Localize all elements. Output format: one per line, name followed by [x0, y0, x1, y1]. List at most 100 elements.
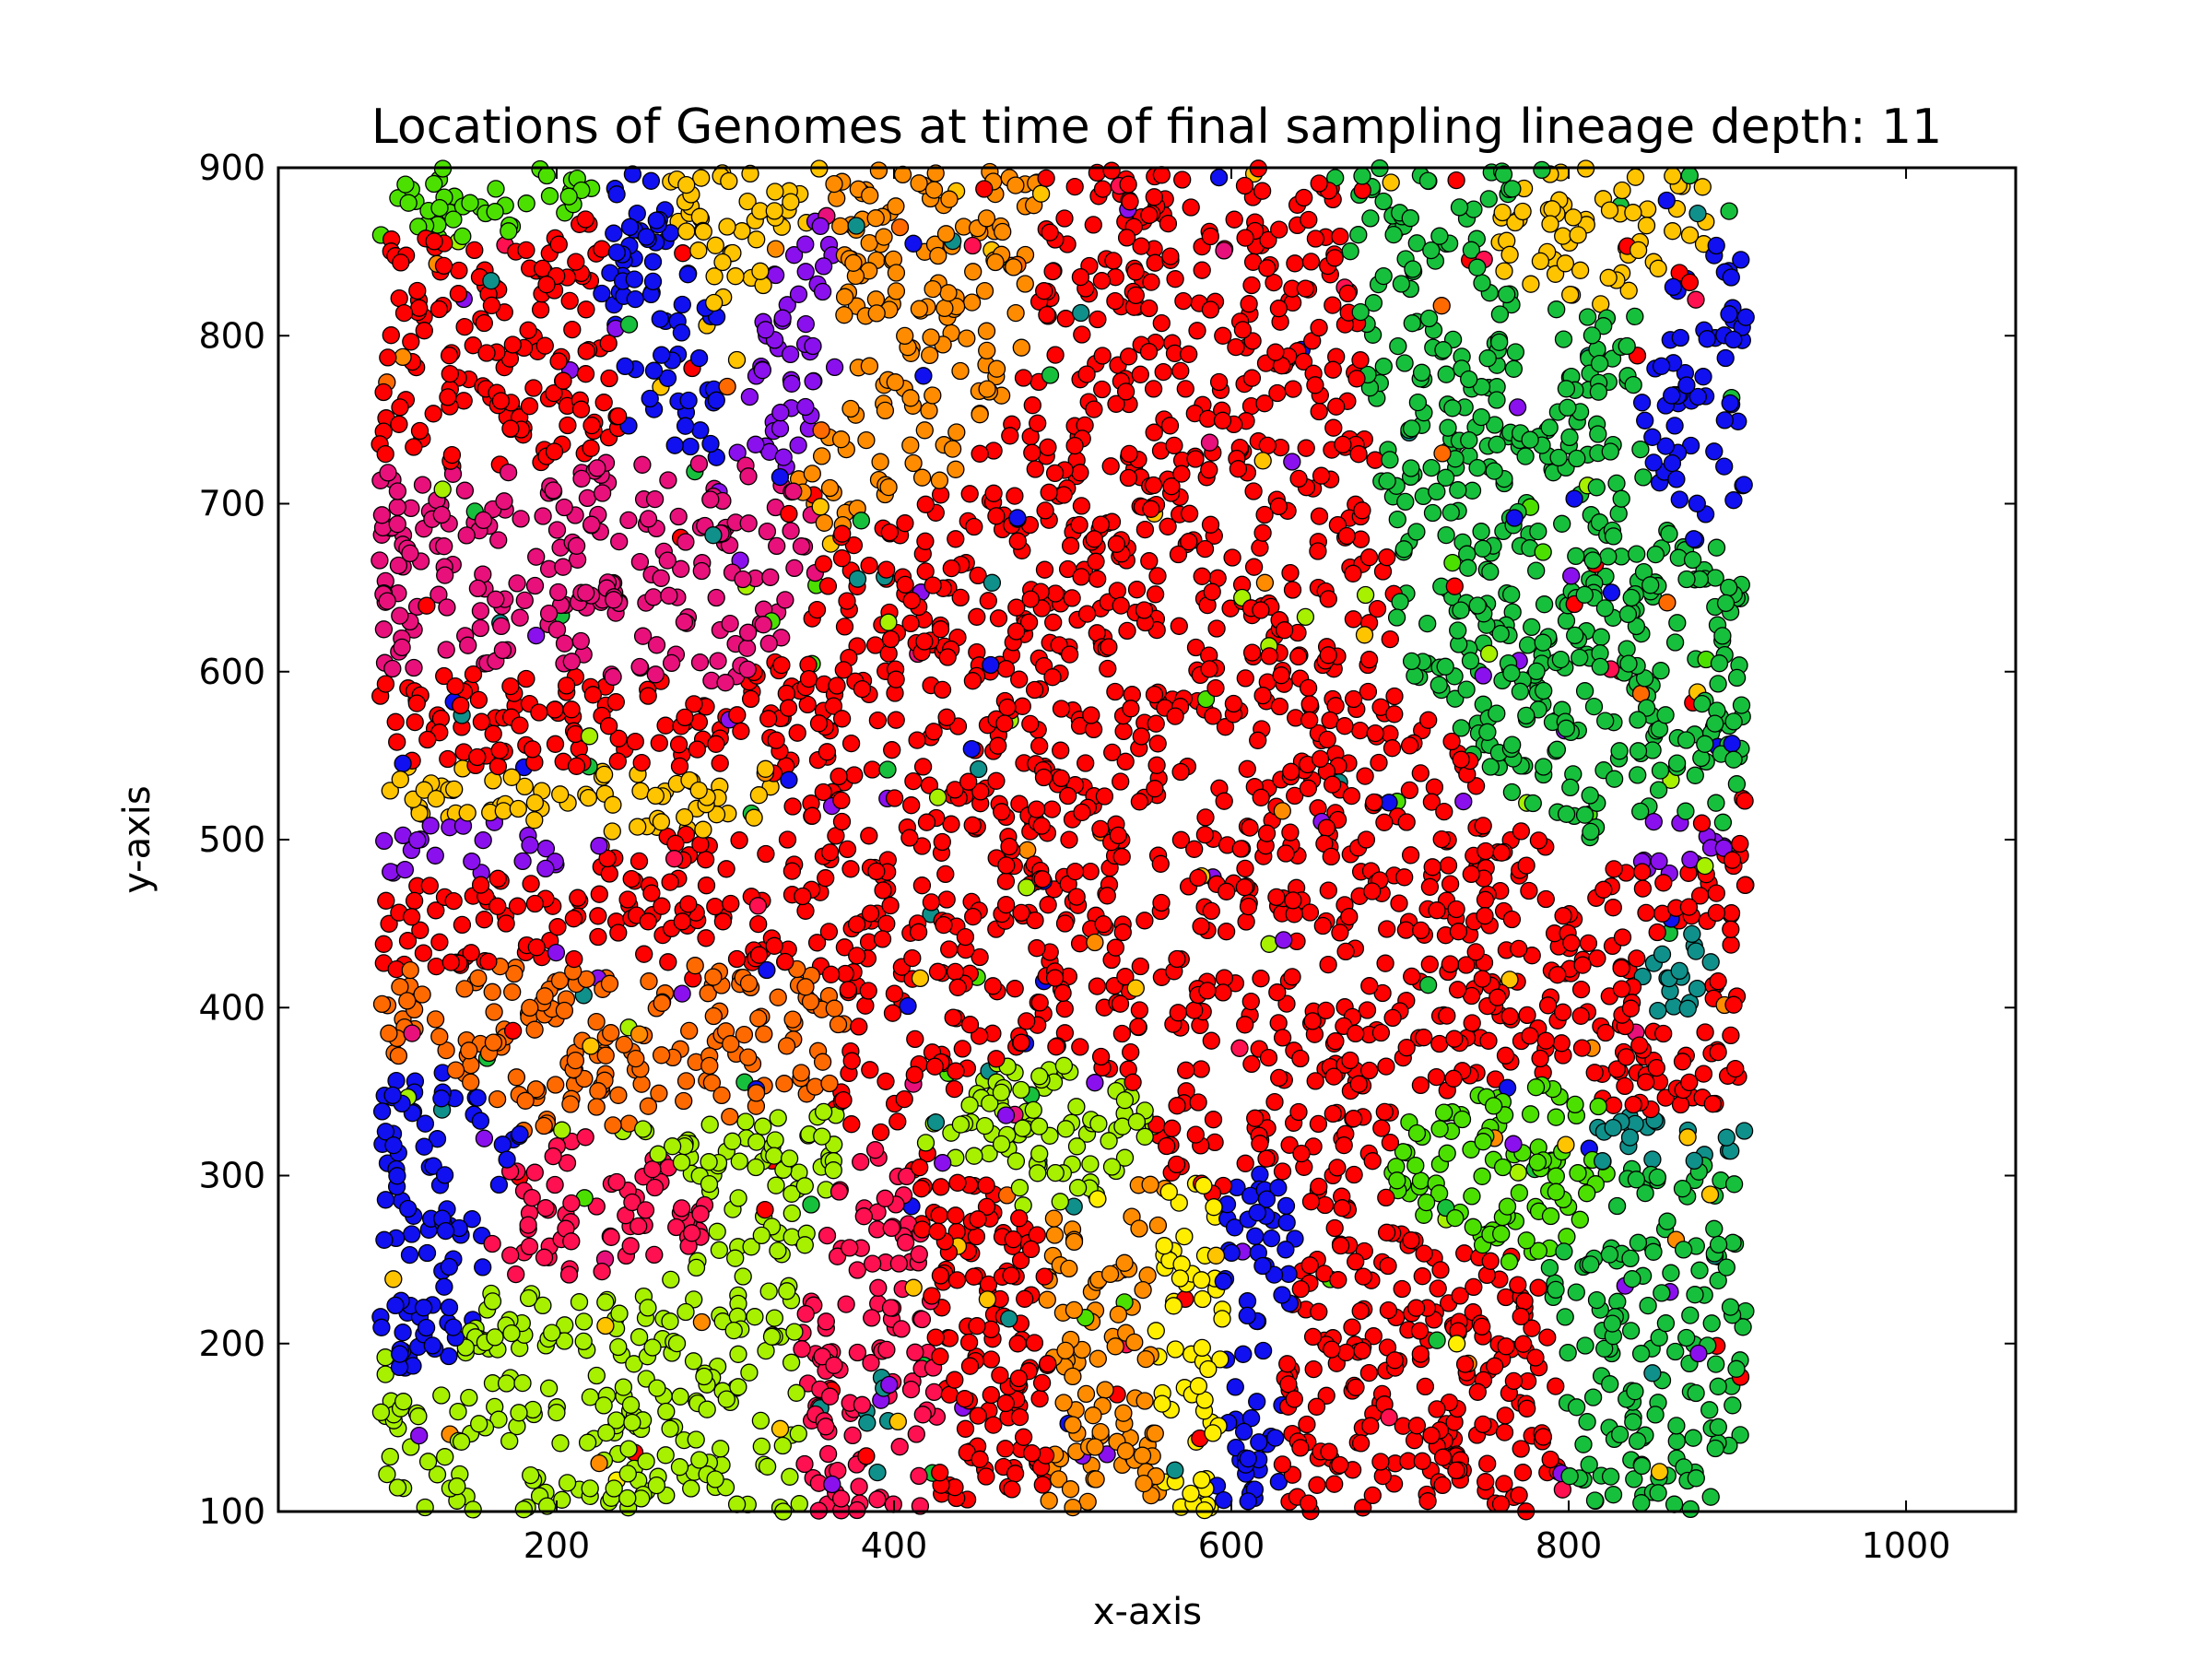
data-point: [643, 1160, 662, 1179]
data-point: [1223, 548, 1241, 567]
data-point: [633, 455, 652, 474]
data-point: [593, 1262, 611, 1281]
data-point: [376, 1348, 394, 1367]
data-point: [1506, 343, 1525, 361]
data-point: [914, 367, 933, 385]
data-point: [1468, 258, 1487, 276]
data-point: [1694, 1065, 1713, 1083]
data-point: [490, 741, 509, 759]
data-point: [1144, 476, 1163, 495]
data-point: [969, 1406, 987, 1425]
data-point: [1309, 1114, 1328, 1134]
data-point: [1084, 216, 1102, 234]
data-point: [789, 1424, 807, 1443]
data-point: [1680, 1073, 1699, 1092]
data-point: [661, 873, 679, 891]
data-point: [1436, 468, 1455, 487]
data-point: [1724, 1175, 1744, 1194]
data-point: [1366, 724, 1384, 743]
data-point: [1155, 1237, 1173, 1255]
data-point: [1432, 297, 1451, 315]
data-point: [776, 952, 794, 971]
data-point: [1205, 1198, 1223, 1217]
data-point: [765, 1147, 783, 1165]
data-point: [811, 498, 830, 516]
data-point: [1268, 983, 1287, 1002]
data-point: [984, 484, 1003, 502]
data-point: [1300, 903, 1320, 922]
data-point: [415, 1137, 433, 1156]
data-point: [977, 1467, 995, 1486]
data-point: [1502, 782, 1522, 802]
data-point: [522, 1465, 540, 1485]
data-point: [847, 217, 865, 235]
data-point: [899, 996, 917, 1016]
data-point: [1012, 1033, 1030, 1052]
data-point: [1275, 931, 1293, 949]
data-point: [1052, 700, 1071, 718]
data-point: [1637, 903, 1655, 923]
data-point: [1735, 1122, 1754, 1140]
data-point: [1680, 166, 1699, 185]
data-point: [1112, 1024, 1132, 1043]
data-point: [608, 752, 627, 771]
data-point: [1626, 1382, 1644, 1401]
data-point: [604, 795, 622, 814]
data-point: [922, 328, 940, 347]
data-point: [1312, 466, 1331, 485]
data-point: [1119, 468, 1138, 488]
data-point: [1601, 1375, 1619, 1394]
data-point: [975, 281, 994, 300]
data-point: [906, 1030, 924, 1049]
data-point: [861, 186, 879, 205]
data-point: [1656, 706, 1675, 724]
data-point: [388, 515, 406, 534]
data-point: [844, 253, 863, 272]
data-point: [461, 194, 479, 212]
data-point: [1628, 1431, 1647, 1451]
data-point: [925, 1057, 944, 1076]
data-point: [1202, 1031, 1220, 1050]
data-point: [1713, 627, 1732, 645]
data-point: [405, 658, 423, 677]
data-point: [1496, 1046, 1515, 1065]
data-point: [1222, 1243, 1241, 1263]
data-point: [398, 932, 418, 950]
data-point: [1404, 260, 1422, 278]
data-point: [694, 820, 712, 839]
data-point: [1177, 1061, 1195, 1079]
data-point: [1520, 881, 1538, 900]
data-point: [547, 1076, 565, 1094]
data-point: [727, 350, 747, 370]
data-point: [1459, 559, 1477, 577]
data-point: [1584, 697, 1604, 716]
data-point: [1632, 1456, 1652, 1476]
data-point: [818, 743, 837, 761]
data-point: [979, 592, 997, 610]
data-point: [609, 729, 628, 747]
data-point: [403, 1225, 421, 1243]
data-point: [1072, 568, 1090, 586]
data-point: [1146, 253, 1164, 272]
data-point: [781, 345, 800, 364]
data-point: [767, 1176, 785, 1194]
data-point: [1716, 348, 1735, 368]
data-point: [394, 347, 412, 367]
data-point: [796, 263, 815, 281]
data-point: [382, 863, 400, 881]
data-point: [1643, 428, 1662, 446]
data-point: [1182, 198, 1200, 217]
data-point: [1692, 814, 1712, 832]
data-point: [1531, 252, 1550, 271]
data-point: [1279, 1375, 1298, 1394]
data-point: [1326, 1032, 1345, 1051]
data-point: [1618, 640, 1636, 658]
data-point: [1664, 222, 1682, 241]
data-point: [1636, 1073, 1655, 1091]
data-point: [1239, 1492, 1257, 1511]
data-point: [812, 447, 831, 465]
data-point: [607, 185, 626, 204]
data-point: [1491, 1495, 1511, 1513]
data-point: [1565, 489, 1583, 508]
data-point: [751, 262, 770, 280]
